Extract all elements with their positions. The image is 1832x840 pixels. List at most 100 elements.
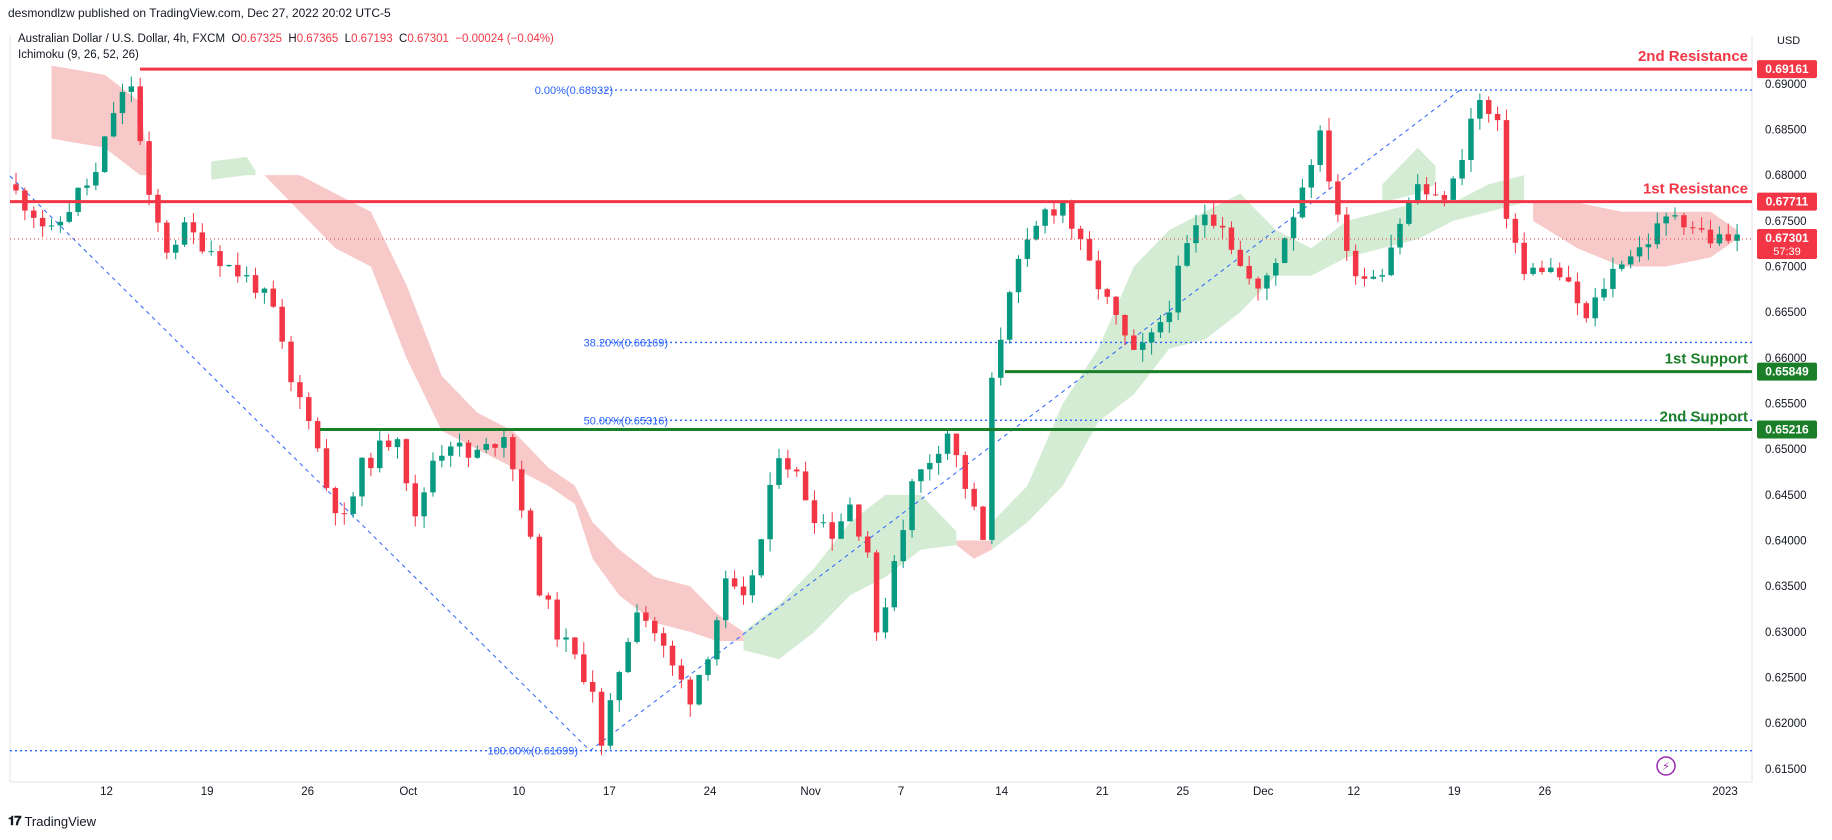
ichimoku-legend[interactable]: Ichimoku (9, 26, 52, 26) <box>18 49 139 61</box>
candle-body <box>1246 265 1252 279</box>
time-tick-label: 12 <box>1347 786 1360 798</box>
candle-body <box>359 457 365 497</box>
level-label: 2nd Resistance <box>1638 48 1748 65</box>
candle-body <box>483 444 489 450</box>
candle-body <box>1539 267 1545 272</box>
price-tick-label: 0.66000 <box>1765 353 1807 365</box>
time-axis[interactable]: 12 19 26 Oct 10 17 24 Nov 7 14 21 25 Dec 12 19 26 2023 ⚡ <box>100 756 1738 798</box>
time-tick-label: 21 <box>1096 786 1109 798</box>
candle-body <box>1273 263 1279 276</box>
candle-body <box>935 453 942 463</box>
cloud-bullish-2 <box>991 175 1525 550</box>
candle-body <box>1024 239 1031 259</box>
current-price-tag <box>1757 229 1817 260</box>
candle-body <box>297 382 303 398</box>
candle-body <box>1157 322 1164 333</box>
candle-body <box>669 645 676 666</box>
candle-body <box>581 654 587 682</box>
candle-body <box>155 194 161 223</box>
candle-body <box>1530 267 1536 275</box>
candle-body <box>802 471 809 501</box>
candle-body <box>1122 314 1128 336</box>
candle-body <box>110 113 117 137</box>
candle-body <box>1441 195 1448 200</box>
candle-body <box>243 275 250 277</box>
candle-body <box>749 575 756 596</box>
support-resistance-levels[interactable]: 2nd Resistance 0.69161 1st Resistance 0.677… <box>10 48 1817 439</box>
candle-body <box>1521 242 1527 275</box>
candle-body <box>1352 250 1359 277</box>
fibonacci-retracement[interactable]: 0.00%(0.68932) 38.20%(0.66169) 50.00%(0.65… <box>9 85 1752 758</box>
candle-body <box>1193 225 1199 244</box>
candle-body <box>811 500 818 524</box>
footer-brand: TradingView <box>24 813 97 829</box>
candle-body <box>57 221 64 226</box>
candle-body <box>164 222 170 253</box>
price-axis[interactable]: USD 0.69000 0.68500 0.68000 0.67500 0.67000 0.… <box>1757 35 1817 776</box>
candle-body <box>1503 120 1510 219</box>
level-label: 1st Support <box>1665 351 1748 368</box>
level-label: 1st Resistance <box>1643 181 1748 198</box>
candle-body <box>660 633 667 646</box>
candle-body <box>84 185 90 188</box>
candle-body <box>758 539 764 576</box>
candle-body <box>1388 247 1394 276</box>
cloud-bearish-0 <box>51 65 150 176</box>
candle-body <box>1290 217 1297 239</box>
candle-body <box>13 184 19 191</box>
candle-body <box>288 341 294 383</box>
candle-body <box>1370 276 1377 279</box>
candle-body <box>439 455 445 461</box>
symbol-name[interactable]: Australian Dollar / U.S. Dollar, 4h, FXC… <box>18 33 226 45</box>
candle-body <box>838 521 844 539</box>
candle-body <box>607 700 614 746</box>
lightning-glyph-icon: ⚡ <box>1662 761 1670 773</box>
candle-body <box>430 460 436 493</box>
candle-body <box>740 586 747 596</box>
candle-body <box>1450 178 1456 200</box>
candle-body <box>1477 100 1483 119</box>
lightning-icon <box>1656 756 1676 776</box>
time-tick-label: 24 <box>704 786 717 798</box>
candle-body <box>492 444 498 448</box>
candle-body <box>1619 264 1625 269</box>
candle-body <box>1308 165 1315 188</box>
candle-body <box>616 672 623 701</box>
candle-body <box>1406 200 1412 224</box>
level-price-text: 0.67711 <box>1766 195 1809 209</box>
candle-body <box>856 504 862 537</box>
price-chart[interactable]: 0.00%(0.68932) 38.20%(0.66169) 50.00%(0.65… <box>0 0 1832 800</box>
candle-body <box>1397 223 1403 248</box>
candle-body <box>1335 181 1341 215</box>
price-tick-label: 0.69000 <box>1765 79 1807 91</box>
candle-body <box>1255 278 1261 289</box>
candle-body <box>403 439 410 484</box>
candle-body <box>217 251 223 267</box>
tradingview-logo-icon: 𝟏𝟕 <box>8 813 22 828</box>
open-value: 0.67325 <box>240 33 282 45</box>
time-tick-label: 26 <box>301 786 314 798</box>
candle-body <box>1414 184 1421 201</box>
candle-body <box>456 442 463 447</box>
candle-body <box>767 484 773 540</box>
candle-body <box>261 288 268 293</box>
time-tick-label: 12 <box>100 786 113 798</box>
candle-body <box>1326 130 1332 182</box>
candle-body <box>989 377 995 540</box>
candle-body <box>376 440 383 469</box>
candle-body <box>1716 234 1723 244</box>
candle-body <box>1636 247 1643 257</box>
candle-body <box>776 458 782 485</box>
fib-trend-line-down <box>9 175 591 752</box>
fib-level-label: 38.20%(0.66169) <box>584 337 668 349</box>
cloud-bearish-2 <box>956 540 992 559</box>
candle-body <box>279 306 285 342</box>
level-price-text: 0.65849 <box>1765 365 1809 379</box>
candle-body <box>554 599 560 640</box>
price-tick-label: 0.62500 <box>1765 673 1807 685</box>
candle-body <box>1592 297 1598 319</box>
candle-body <box>314 421 321 449</box>
price-tick-label: 0.68000 <box>1765 170 1807 182</box>
candle-body <box>1654 223 1661 245</box>
candle-body <box>598 691 605 746</box>
